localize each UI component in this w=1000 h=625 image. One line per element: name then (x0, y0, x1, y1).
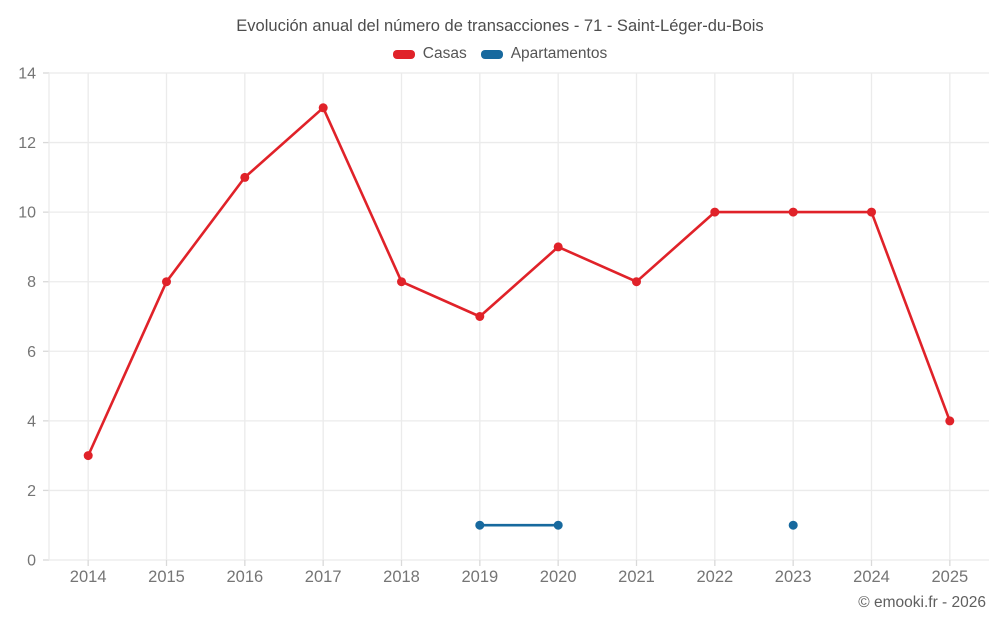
y-axis-label: 0 (27, 553, 36, 570)
data-point-casas-2022[interactable] (710, 207, 720, 217)
legend-item-apartamentos[interactable]: Apartamentos (480, 45, 608, 63)
data-point-apartamentos-2019[interactable] (475, 520, 485, 530)
legend-label: Casas (422, 45, 467, 62)
data-point-casas-2023[interactable] (788, 207, 798, 217)
y-axis-label: 4 (27, 413, 36, 430)
chart-title: Evolución anual del número de transaccio… (236, 17, 764, 35)
legend: Casas Apartamentos (0, 45, 1000, 63)
data-point-casas-2019[interactable] (475, 312, 485, 321)
x-axis-label: 2019 (461, 568, 498, 586)
legend-swatch-casas (392, 49, 415, 59)
x-axis-label: 2022 (696, 568, 733, 586)
y-axis-label: 8 (27, 274, 36, 291)
data-point-casas-2015[interactable] (162, 277, 171, 287)
y-axis-label: 6 (27, 344, 36, 361)
data-point-casas-2014[interactable] (83, 451, 93, 461)
y-axis-label: 2 (27, 483, 36, 500)
data-point-casas-2017[interactable] (318, 103, 328, 113)
x-axis-label: 2014 (70, 568, 107, 586)
data-point-apartamentos-2023[interactable] (788, 520, 798, 530)
x-axis-label: 2024 (853, 568, 890, 586)
x-axis-label: 2015 (148, 568, 185, 586)
data-point-casas-2024[interactable] (867, 207, 876, 217)
legend-item-casas[interactable]: Casas (392, 45, 467, 63)
y-axis-label: 14 (18, 66, 36, 83)
x-axis-label: 2017 (305, 568, 342, 586)
x-axis-label: 2020 (540, 568, 577, 586)
data-point-casas-2018[interactable] (397, 277, 406, 287)
data-point-casas-2025[interactable] (945, 416, 955, 426)
y-axis-label: 12 (18, 135, 36, 152)
footer-credit: © emooki.fr - 2026 (858, 594, 986, 611)
x-axis-label: 2025 (931, 568, 968, 586)
data-point-casas-2016[interactable] (240, 172, 250, 182)
data-point-apartamentos-2020[interactable] (553, 520, 563, 530)
legend-label: Apartamentos (510, 45, 608, 62)
series-line-casas (86, 106, 952, 457)
data-point-casas-2021[interactable] (632, 277, 641, 287)
y-axis-label: 10 (18, 205, 36, 222)
x-axis-label: 2018 (383, 568, 420, 586)
x-axis-label: 2016 (226, 568, 263, 586)
x-axis-label: 2021 (618, 568, 655, 586)
x-axis-label: 2023 (775, 568, 812, 586)
legend-swatch-apartamentos (480, 49, 503, 59)
data-point-casas-2020[interactable] (553, 242, 563, 252)
